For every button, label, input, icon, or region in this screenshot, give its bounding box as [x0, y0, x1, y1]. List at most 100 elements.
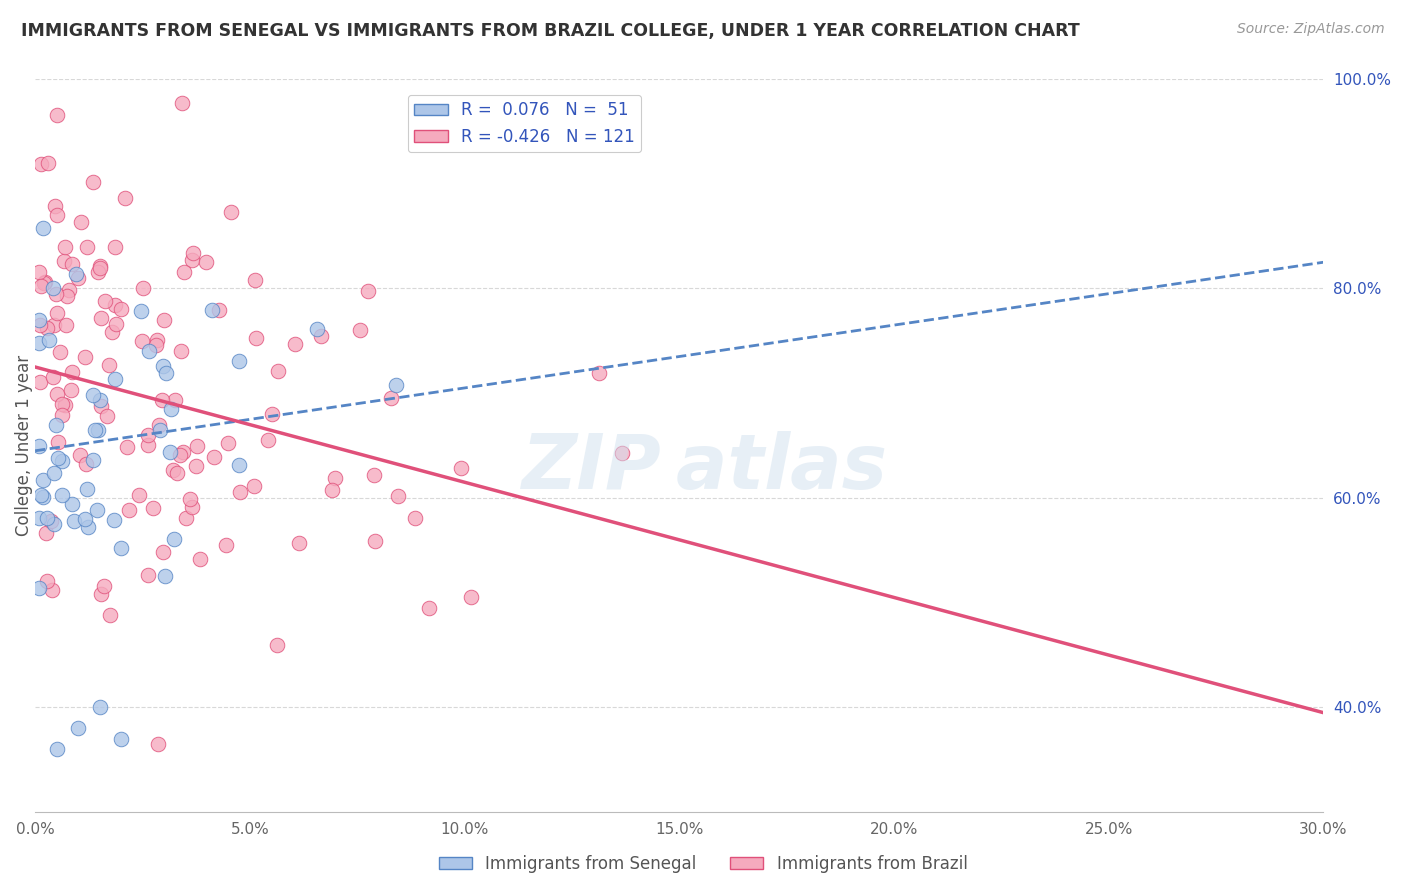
Point: [69, 215, 91, 229]
Point: [128, 488, 150, 502]
Point: [260, 407, 283, 421]
Point: [28, 336, 51, 351]
Point: [148, 418, 170, 433]
Point: [52, 254, 75, 268]
Point: [180, 252, 202, 267]
Y-axis label: College, Under 1 year: College, Under 1 year: [15, 355, 32, 536]
Point: [28, 581, 51, 595]
Point: [104, 317, 127, 331]
Point: [115, 440, 138, 454]
Point: [284, 337, 307, 351]
Point: [30, 157, 52, 171]
Point: [46, 435, 69, 450]
Point: [612, 446, 634, 460]
Point: [194, 254, 217, 268]
Point: [82, 388, 104, 402]
Point: [53, 398, 76, 412]
Point: [380, 391, 402, 405]
Point: [41, 370, 63, 384]
Point: [51, 397, 73, 411]
Point: [55, 318, 77, 332]
Point: [42, 280, 65, 294]
Point: [162, 463, 184, 477]
Point: [307, 322, 329, 336]
Point: [37, 155, 59, 169]
Point: [257, 434, 280, 448]
Point: [110, 302, 132, 317]
Legend: R =  0.076   N =  51, R = -0.426   N = 121: R = 0.076 N = 51, R = -0.426 N = 121: [408, 95, 641, 153]
Point: [152, 392, 174, 407]
Point: [63, 514, 86, 528]
Point: [159, 445, 181, 459]
Point: [69, 448, 91, 462]
Point: [170, 344, 193, 359]
Point: [28, 376, 51, 390]
Point: [184, 458, 207, 473]
Point: [65, 268, 87, 282]
Point: [221, 204, 243, 219]
Point: [152, 545, 174, 559]
Point: [245, 273, 267, 287]
Point: [82, 453, 104, 467]
Point: [153, 313, 176, 327]
Point: [450, 461, 472, 475]
Point: [56, 289, 79, 303]
Point: [37, 510, 59, 524]
Point: [173, 265, 195, 279]
Point: [363, 467, 385, 482]
Point: [82, 175, 104, 189]
Point: [243, 479, 266, 493]
Point: [136, 567, 159, 582]
Point: [28, 313, 51, 327]
Point: [132, 281, 155, 295]
Point: [163, 532, 186, 546]
Point: [201, 302, 224, 317]
Point: [166, 466, 188, 480]
Point: [37, 574, 59, 588]
Point: [179, 492, 201, 507]
Point: [76, 240, 98, 254]
Point: [114, 191, 136, 205]
Point: [30, 318, 52, 332]
Point: [90, 399, 112, 413]
Point: [89, 259, 111, 273]
Point: [59, 383, 82, 397]
Text: Source: ZipAtlas.com: Source: ZipAtlas.com: [1237, 22, 1385, 37]
Point: [188, 552, 211, 566]
Point: [186, 439, 208, 453]
Point: [31, 220, 53, 235]
Point: [103, 513, 125, 527]
Point: [160, 401, 183, 416]
Point: [288, 536, 311, 550]
Point: [349, 323, 371, 337]
Point: [172, 445, 194, 459]
Point: [39, 514, 62, 528]
Point: [48, 345, 70, 359]
Point: [51, 409, 73, 423]
Point: [110, 731, 132, 746]
Point: [38, 333, 60, 347]
Point: [104, 372, 127, 386]
Point: [86, 503, 108, 517]
Point: [98, 359, 121, 373]
Point: [42, 318, 65, 332]
Point: [245, 331, 267, 345]
Point: [75, 457, 97, 471]
Point: [60, 497, 83, 511]
Point: [45, 108, 67, 122]
Point: [93, 579, 115, 593]
Point: [58, 284, 80, 298]
Point: [44, 516, 66, 531]
Point: [118, 503, 141, 517]
Point: [104, 298, 127, 312]
Point: [228, 458, 250, 472]
Point: [169, 448, 191, 462]
Point: [364, 534, 387, 549]
Point: [155, 366, 177, 380]
Point: [208, 303, 231, 318]
Point: [152, 359, 174, 373]
Point: [163, 393, 186, 408]
Point: [217, 436, 239, 450]
Point: [385, 377, 408, 392]
Text: ZIP atlas: ZIP atlas: [522, 431, 889, 505]
